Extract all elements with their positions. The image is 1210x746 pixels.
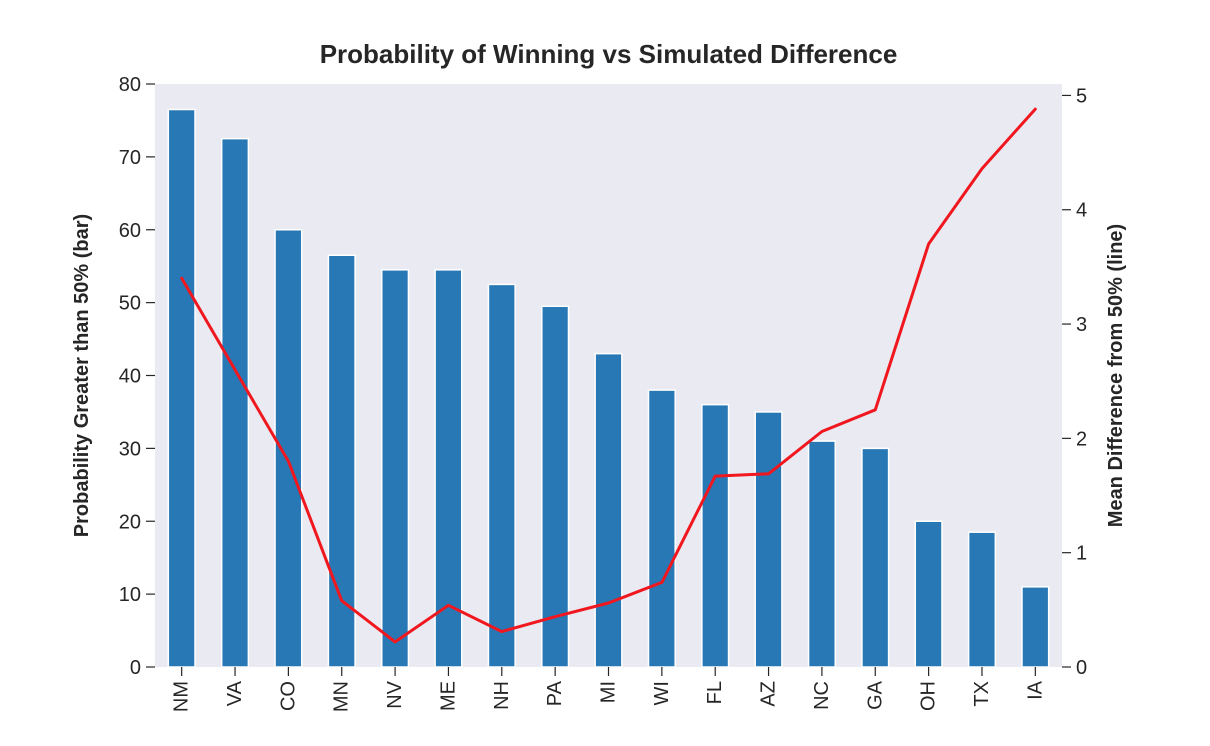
bar-oh: [914, 520, 943, 668]
bar-mn: [327, 254, 356, 668]
left-tick-label: 0: [130, 657, 141, 679]
bar-nc: [807, 440, 837, 668]
x-tick-label-me: ME: [437, 681, 459, 711]
bar-series: [167, 108, 1050, 668]
x-tick-label-mn: MN: [331, 681, 353, 712]
left-tick-label: 70: [119, 147, 141, 169]
bar-va: [220, 137, 250, 668]
left-tick-label: 30: [119, 438, 141, 460]
x-tick-label-pa: PA: [544, 680, 566, 706]
x-tick-label-wi: WI: [651, 681, 673, 705]
bar-az: [754, 411, 783, 668]
y-axis-label-left: Probability Greater than 50% (bar): [71, 214, 93, 537]
line-series: [180, 107, 1037, 644]
x-tick-label-nc: NC: [811, 681, 833, 710]
x-tick-label-va: VA: [224, 680, 246, 706]
x-tick-label-oh: OH: [918, 681, 940, 711]
x-axis: NM VA CO MN NV ME NH PA MI WI FL AZ NC GA OH TX IA: [171, 667, 1046, 712]
left-tick-label: 40: [119, 366, 141, 388]
x-tick-label-ga: GA: [864, 680, 886, 710]
x-tick-label-nv: NV: [384, 680, 406, 708]
x-tick-label-nh: NH: [491, 681, 513, 710]
y-axis-label-right: Mean Difference from 50% (line): [1105, 224, 1127, 527]
bar-fl: [701, 403, 730, 668]
bar-nh: [487, 283, 516, 668]
left-tick-label: 60: [119, 220, 141, 242]
x-tick-label-az: AZ: [758, 681, 780, 707]
x-tick-label-mi: MI: [598, 681, 620, 703]
bar-ia: [1021, 586, 1050, 668]
right-tick-label: 0: [1076, 657, 1087, 679]
left-y-axis: 0 10 20 30 40 50 60 70 80: [119, 74, 155, 679]
right-tick-label: 1: [1076, 543, 1087, 565]
x-tick-label-tx: TX: [971, 681, 993, 707]
right-y-axis: 0 1 2 3 4 5: [1062, 85, 1087, 679]
bar-tx: [967, 531, 997, 668]
right-tick-label: 5: [1076, 85, 1087, 107]
right-tick-label: 2: [1076, 428, 1087, 450]
bar-ga: [861, 447, 890, 668]
bar-nv: [381, 269, 410, 668]
left-tick-label: 50: [119, 293, 141, 315]
bar-mi: [594, 352, 623, 668]
right-tick-label: 4: [1076, 200, 1087, 222]
bar-nm: [167, 108, 196, 668]
x-tick-label-fl: FL: [704, 681, 726, 704]
left-tick-label: 80: [119, 74, 141, 96]
bar-co: [274, 229, 303, 668]
x-tick-label-co: CO: [277, 681, 299, 711]
x-tick-label-nm: NM: [171, 681, 193, 712]
bar-pa: [541, 305, 570, 668]
left-tick-label: 10: [119, 584, 141, 606]
left-tick-label: 20: [119, 511, 141, 533]
x-tick-label-ia: IA: [1024, 680, 1046, 700]
bar-me: [434, 269, 463, 668]
right-tick-label: 3: [1076, 314, 1087, 336]
chart-title: Probability of Winning vs Simulated Diff…: [320, 39, 898, 69]
difference-line: [180, 107, 1037, 644]
bar-wi: [647, 389, 676, 668]
